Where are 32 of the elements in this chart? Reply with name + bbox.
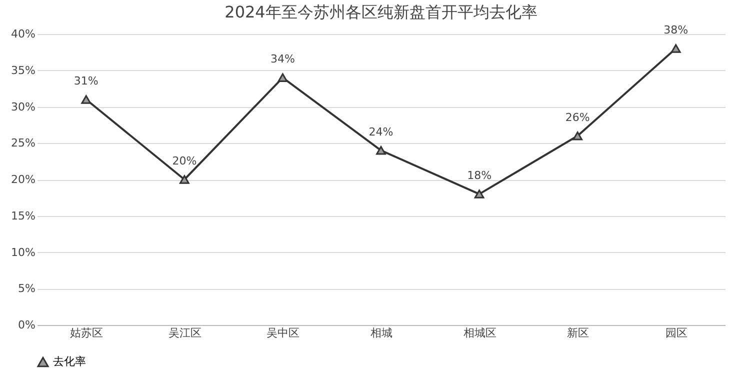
y-tick-label: 15% bbox=[11, 209, 36, 222]
data-label: 18% bbox=[467, 169, 492, 182]
point bbox=[278, 73, 288, 82]
y-tick-label: 0% bbox=[18, 318, 36, 332]
point bbox=[670, 44, 681, 53]
x-tick-label: 相城 bbox=[370, 326, 392, 340]
y-tick-label: 30% bbox=[11, 100, 36, 114]
point bbox=[572, 131, 583, 140]
x-tick-label: 吴中区 bbox=[266, 326, 300, 340]
chart-title: 2024年至今苏州各区纯新盘首开平均去化率 bbox=[224, 2, 538, 22]
data-label: 26% bbox=[565, 110, 590, 124]
y-tick-label: 10% bbox=[11, 246, 36, 259]
x-tick-label: 姑苏区 bbox=[70, 326, 104, 340]
point bbox=[376, 146, 386, 155]
data-label: 31% bbox=[74, 74, 98, 88]
y-tick-label: 20% bbox=[11, 173, 36, 186]
legend-label: 去化率 bbox=[53, 355, 86, 368]
y-tick-label: 25% bbox=[11, 136, 36, 150]
x-tick-label: 园区 bbox=[665, 326, 688, 340]
x-tick-label: 新区 bbox=[567, 326, 590, 340]
data-label: 34% bbox=[270, 52, 295, 66]
point bbox=[81, 95, 92, 104]
data-label: 24% bbox=[368, 125, 394, 138]
y-tick-label: 5% bbox=[18, 282, 36, 296]
y-tick-label: 35% bbox=[11, 64, 36, 77]
data-label: 38% bbox=[664, 24, 688, 37]
point bbox=[474, 190, 484, 198]
x-tick-label: 相城区 bbox=[463, 326, 496, 340]
point bbox=[179, 175, 190, 184]
y-tick-label: 40% bbox=[11, 28, 36, 40]
data-label: 20% bbox=[172, 154, 197, 168]
x-tick-label: 吴江区 bbox=[168, 326, 202, 340]
